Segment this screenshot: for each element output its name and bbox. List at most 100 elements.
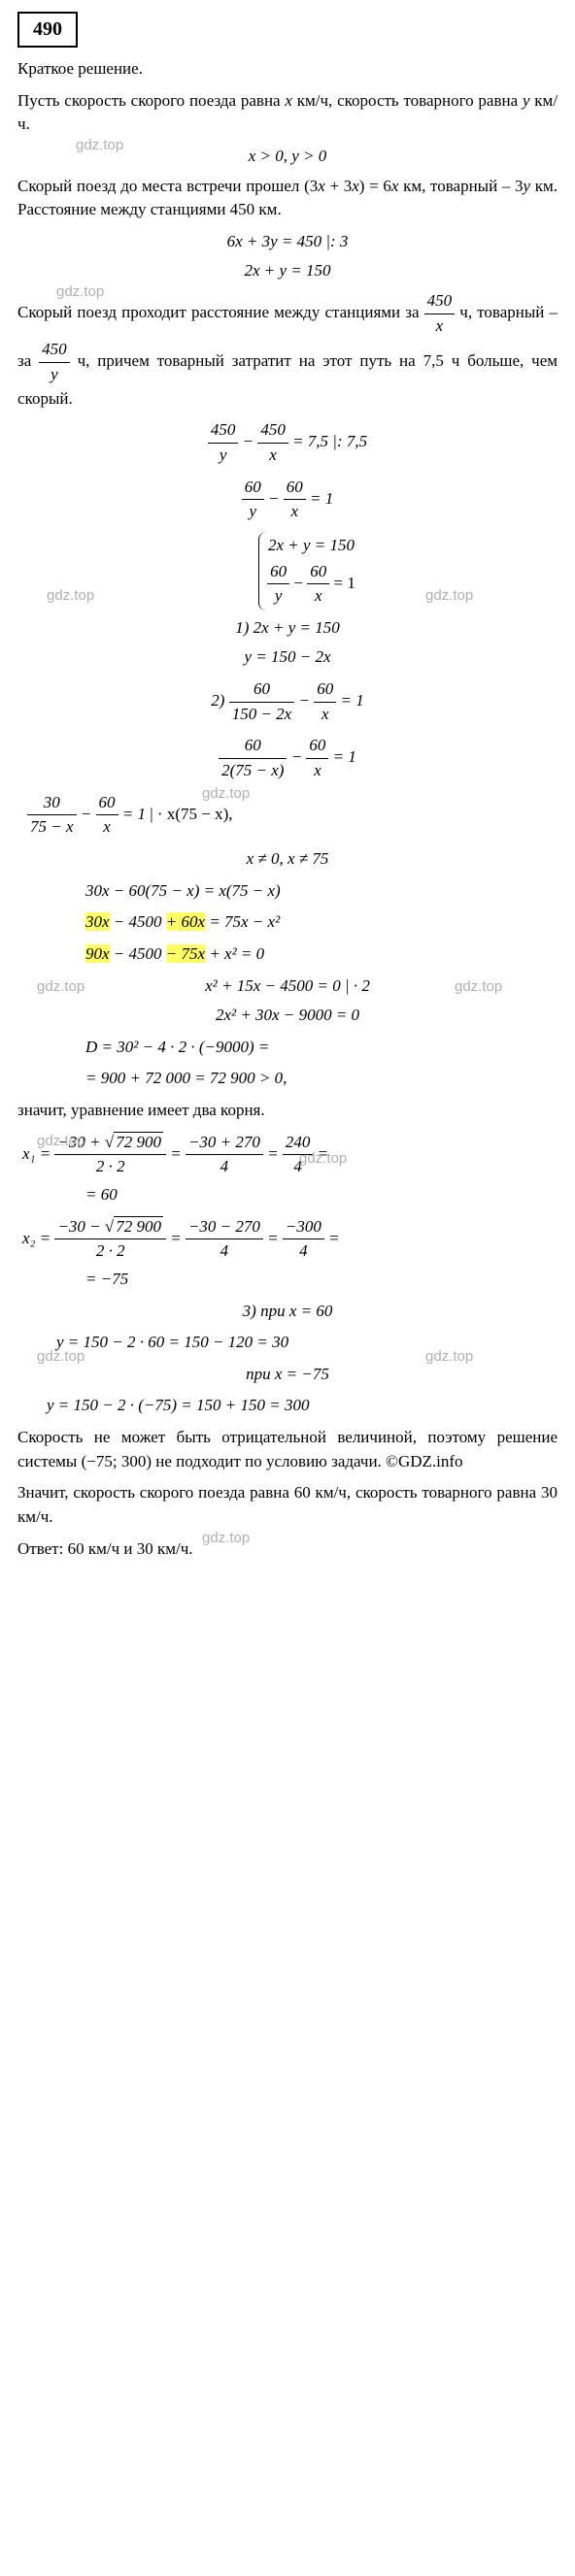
frac-num: 450 bbox=[39, 338, 70, 363]
y1-calc: y = 150 − 2 · 60 = 150 − 120 = 30 bbox=[56, 1331, 558, 1355]
x2-label: x₂ = bbox=[22, 1229, 54, 1247]
frac-60y: 60y bbox=[242, 476, 264, 524]
t: = 75x − x² bbox=[205, 912, 280, 931]
n: −30 − 270 bbox=[186, 1215, 263, 1240]
problem-number: 490 bbox=[17, 12, 78, 48]
minus: − bbox=[293, 574, 307, 592]
f: 60150 − 2x bbox=[229, 677, 295, 726]
sqrt-val: 72 900 bbox=[114, 1216, 163, 1236]
f: 60y bbox=[267, 560, 289, 609]
quadratic-2: 2x² + 30x − 9000 = 0 bbox=[17, 1004, 558, 1028]
rhs: = 1 bbox=[334, 574, 355, 592]
watermark: gdz.top bbox=[76, 135, 123, 156]
hl-part: 30x bbox=[85, 912, 110, 931]
f: 60x bbox=[307, 560, 329, 609]
system-block: 2x + y = 150 60y − 60x = 1 bbox=[17, 532, 558, 611]
paragraph-4: значит, уравнение имеет два корня. bbox=[17, 1099, 558, 1123]
heading: Краткое решение. bbox=[17, 57, 558, 82]
step-1-label: 1) 2x + y = 150 bbox=[17, 616, 558, 641]
discriminant-1: D = 30² − 4 · 2 · (−9000) = bbox=[85, 1036, 558, 1060]
p3a: Скорый поезд проходит расстояние между с… bbox=[17, 303, 424, 321]
frac-450-x: 450x bbox=[424, 289, 456, 338]
p2-y: y bbox=[524, 177, 531, 195]
n: 60 bbox=[267, 560, 289, 585]
domain: x ≠ 0, x ≠ 75 bbox=[17, 847, 558, 872]
watermark-l4: gdz.top bbox=[37, 1346, 85, 1368]
d: x bbox=[307, 584, 329, 609]
f: 60x bbox=[306, 734, 328, 782]
p2-x1: x bbox=[318, 177, 325, 195]
n: 450 bbox=[208, 418, 239, 444]
d: 2 · 2 bbox=[54, 1239, 166, 1264]
minus: − bbox=[291, 747, 307, 766]
frac-60x: 60x bbox=[284, 476, 306, 524]
t: + x² = 0 bbox=[205, 944, 264, 963]
paragraph-3: Скорый поезд проходит расстояние между с… bbox=[17, 289, 558, 411]
minus: − bbox=[81, 805, 96, 823]
watermark-2: gdz.top bbox=[56, 281, 104, 303]
watermark-m: gdz.top bbox=[202, 783, 250, 805]
hl-part: 90x bbox=[85, 944, 110, 963]
x2-calc: x₂ = −30 − √72 9002 · 2 = −30 − 2704 = −… bbox=[22, 1215, 558, 1264]
watermark-r4: gdz.top bbox=[425, 1346, 473, 1368]
step-3-label: 3) при x = 60 bbox=[17, 1300, 558, 1324]
step-1-sol: y = 150 − 2x bbox=[17, 645, 558, 670]
step2-label: 2) bbox=[211, 691, 228, 710]
watermark-r2: gdz.top bbox=[455, 976, 502, 998]
hl-part: + 60x bbox=[166, 912, 205, 931]
n: 60 bbox=[307, 560, 329, 585]
n: −30 + 270 bbox=[186, 1131, 263, 1156]
d: 4 bbox=[186, 1239, 263, 1264]
d: 4 bbox=[186, 1155, 263, 1179]
expand-1: 30x − 60(75 − x) = x(75 − x) bbox=[85, 879, 558, 904]
t: − 4500 bbox=[110, 912, 166, 931]
paragraph-2: Скорый поезд до места встречи прошел (3x… bbox=[17, 175, 558, 222]
frac-den: x bbox=[424, 314, 456, 339]
d: y bbox=[208, 444, 239, 468]
mult-note: | · x(75 − x), bbox=[150, 805, 232, 823]
highlighted-2: 90x − 4500 − 75x + x² = 0 bbox=[85, 942, 558, 967]
equation-3: 450y − 450x = 7,5 |: 7,5 bbox=[17, 418, 558, 467]
minus: − bbox=[298, 691, 314, 710]
f: 60x bbox=[314, 677, 336, 726]
f: 3075 − x bbox=[27, 791, 77, 840]
x1-calc: x₁ = −30 + √72 9002 · 2 = −30 + 2704 = 2… bbox=[22, 1131, 558, 1179]
equation-system: 2x + y = 150 60y − 60x = 1 bbox=[258, 532, 355, 611]
p2b: + 3 bbox=[325, 177, 352, 195]
f: −3004 bbox=[283, 1215, 324, 1264]
frac-450y: 450y bbox=[208, 418, 239, 467]
d: y bbox=[267, 584, 289, 609]
frac-450x: 450x bbox=[257, 418, 288, 467]
frac-num: 450 bbox=[424, 289, 456, 314]
p2c: ) = 6 bbox=[359, 177, 391, 195]
step-2b: 602(75 − x) − 60x = 1 bbox=[17, 734, 558, 782]
sqrt-val: 72 900 bbox=[114, 1132, 163, 1151]
frac-450-y: 450y bbox=[39, 338, 70, 386]
var-x: x bbox=[285, 91, 292, 110]
equation-1: 6x + 3y = 450 |: 3 bbox=[17, 230, 558, 254]
p2-x2: x bbox=[352, 177, 359, 195]
p2d: км, товарный – 3 bbox=[398, 177, 523, 195]
d: y bbox=[242, 500, 264, 524]
p1-text: Пусть скорость скорого поезда равна bbox=[17, 91, 281, 110]
d: x bbox=[306, 759, 328, 783]
f: −30 + 2704 bbox=[186, 1131, 263, 1179]
highlighted-1: 30x − 4500 + 60x = 75x − x² bbox=[85, 910, 558, 935]
n: 60 bbox=[306, 734, 328, 759]
rhs: = 7,5 |: 7,5 bbox=[292, 432, 367, 450]
equation-2: 2x + y = 150 bbox=[17, 259, 558, 283]
d: 2(75 − x) bbox=[219, 759, 287, 783]
sys-row-1: 2x + y = 150 bbox=[267, 534, 355, 558]
paragraph-5: Скорость не может быть отрицательной вел… bbox=[17, 1426, 558, 1473]
x1-result: = 60 bbox=[85, 1183, 558, 1207]
hl-part: − 75x bbox=[166, 944, 205, 963]
n: 60 bbox=[229, 677, 295, 703]
d: x bbox=[284, 500, 306, 524]
f: −30 − 2704 bbox=[186, 1215, 263, 1264]
minus: − bbox=[268, 489, 284, 508]
watermark-l: gdz.top bbox=[47, 585, 94, 607]
f: 60x bbox=[96, 791, 118, 840]
n: 450 bbox=[257, 418, 288, 444]
t: −30 − √ bbox=[57, 1217, 114, 1236]
n: 60 bbox=[219, 734, 287, 759]
